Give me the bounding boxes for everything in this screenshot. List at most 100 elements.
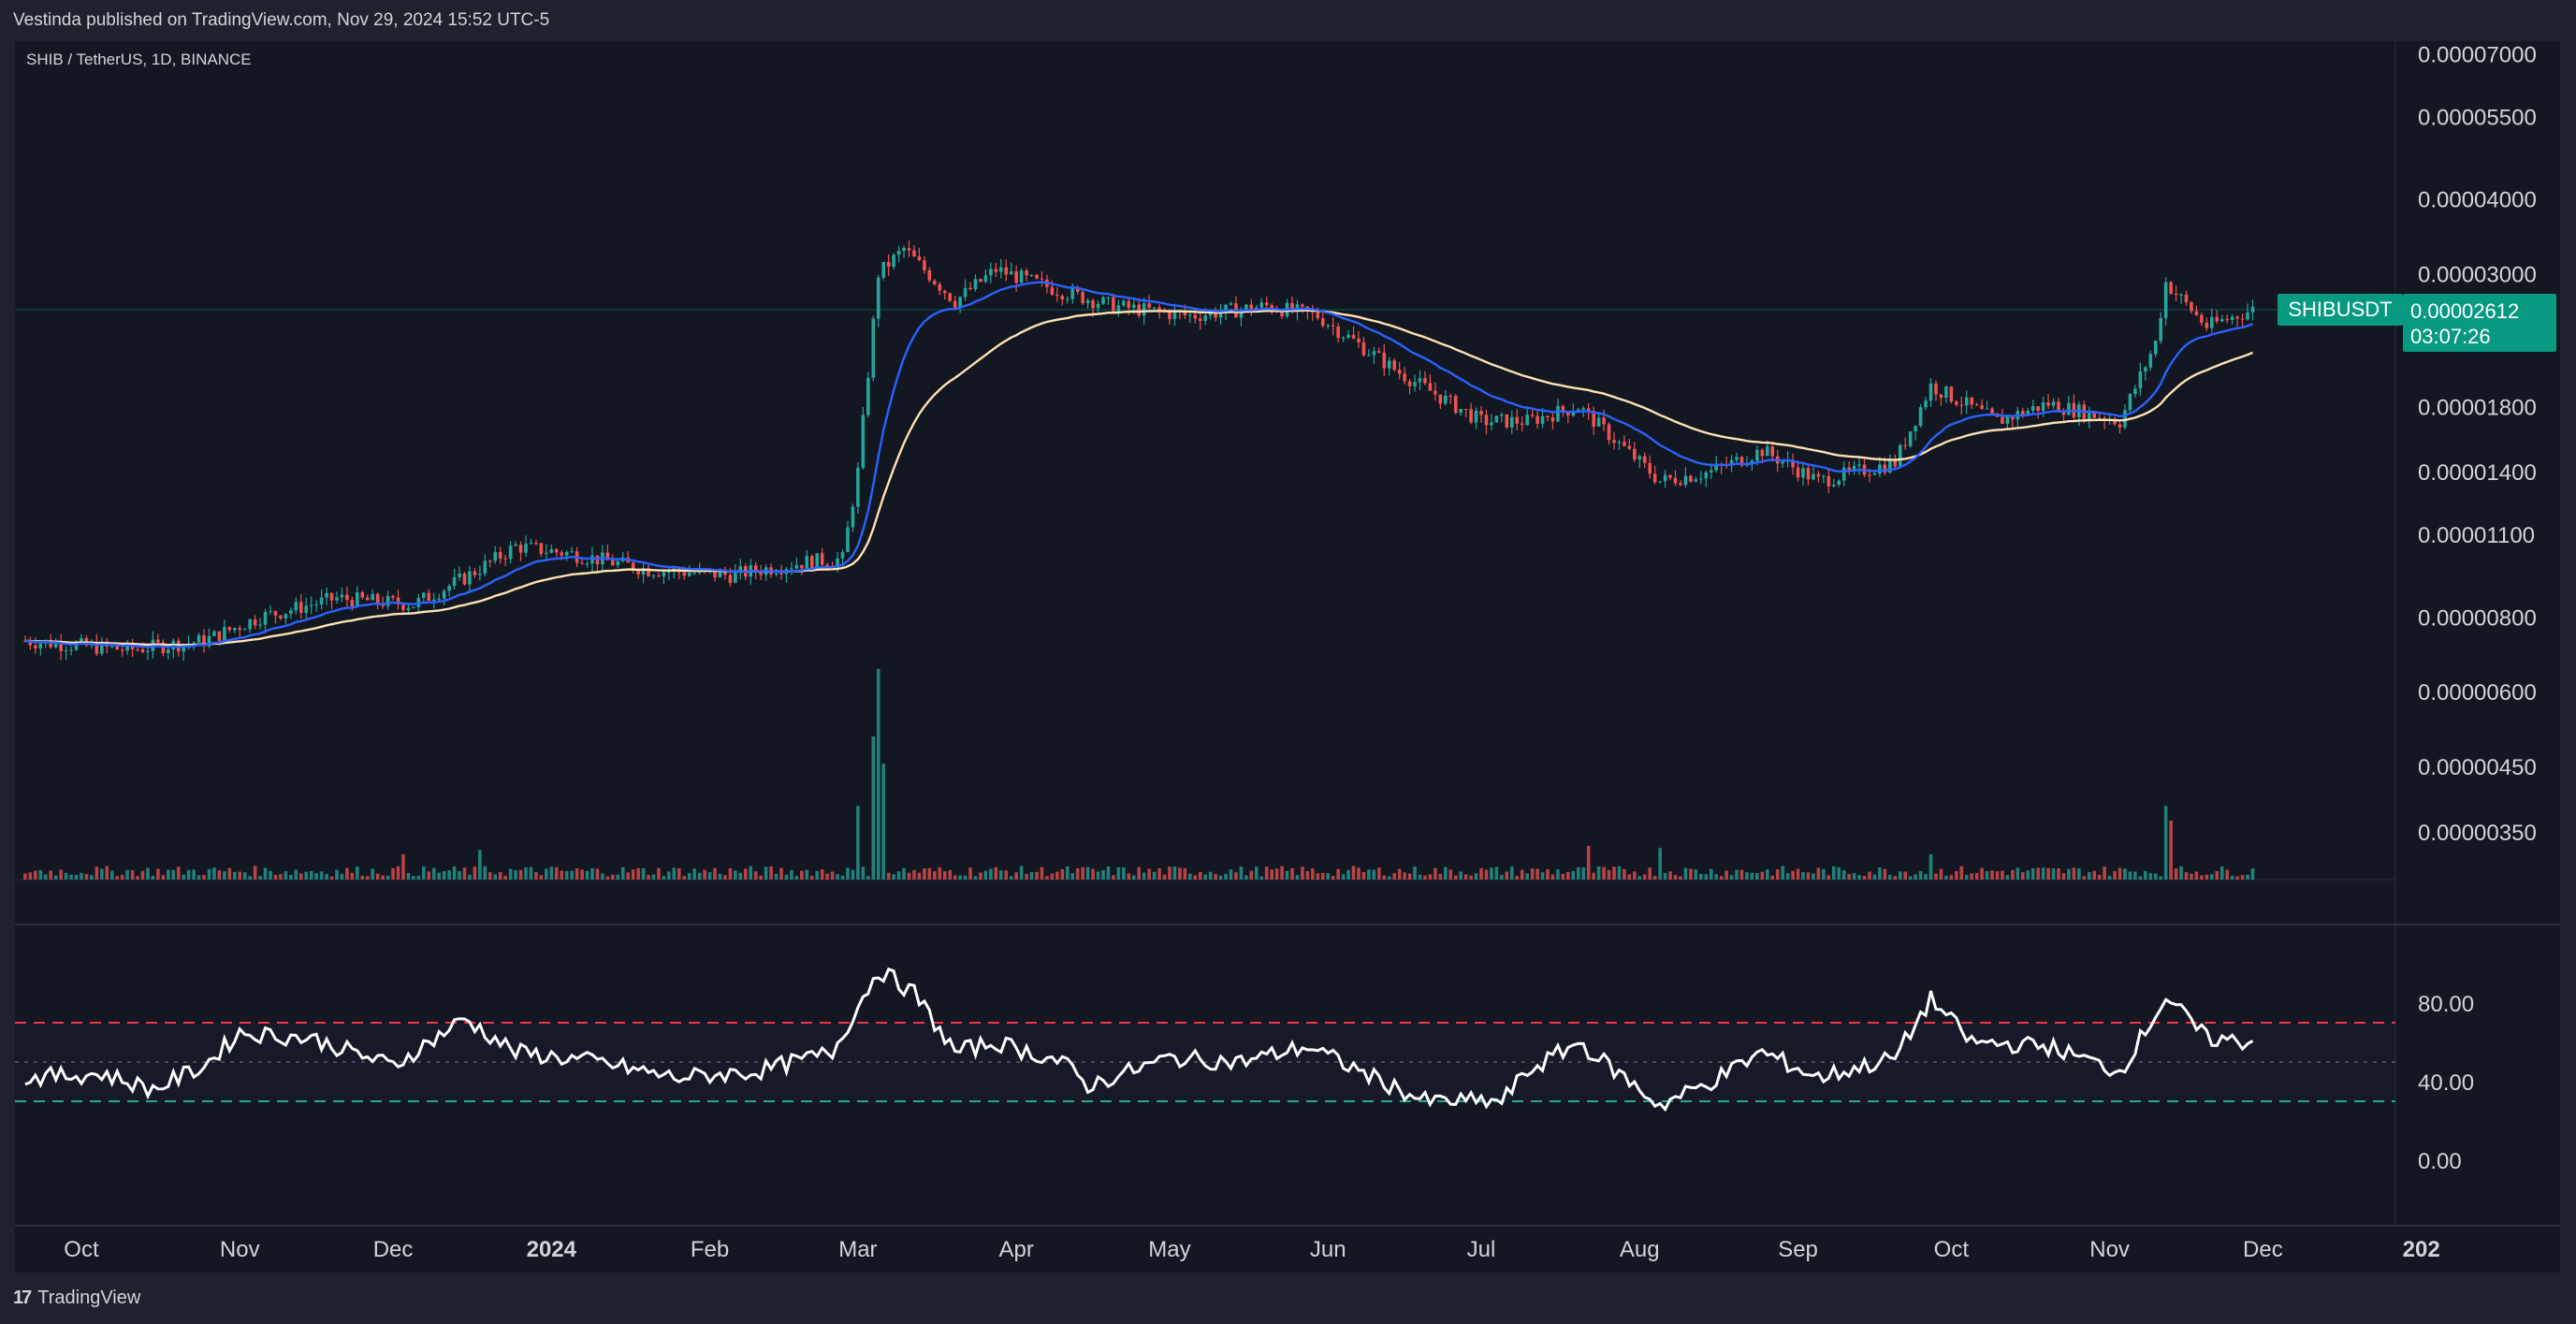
volume-bar <box>1172 866 1177 880</box>
volume-bar <box>1694 869 1698 880</box>
volume-bar <box>161 875 166 880</box>
candle-body <box>242 629 247 631</box>
volume-bar <box>743 868 748 880</box>
volume-bar <box>2057 867 2060 880</box>
candle-body <box>1065 298 1070 300</box>
volume-bar <box>2036 867 2040 880</box>
candle-body <box>1019 270 1024 284</box>
volume-bar <box>998 870 1003 880</box>
candle-body <box>186 643 191 645</box>
volume-bar <box>769 866 773 880</box>
volume-bar <box>2200 875 2204 880</box>
volume-bar <box>1377 867 1381 880</box>
candle-body <box>840 552 845 559</box>
volume-bar <box>1025 874 1028 880</box>
candle-body <box>1781 461 1784 464</box>
candle-body <box>1637 456 1642 460</box>
candle-body <box>1704 472 1709 479</box>
volume-bar <box>570 870 574 880</box>
candle-body <box>1663 474 1667 482</box>
volume-bar <box>309 870 313 880</box>
last-price-label[interactable]: 0.00002612 03:07:26 <box>2403 294 2556 352</box>
volume-bar <box>1607 869 1611 880</box>
candle-body <box>2174 293 2178 295</box>
volume-bar <box>1019 866 1024 880</box>
volume-bar <box>360 875 365 880</box>
volume-bar <box>820 869 824 880</box>
time-tick-label: Jun <box>1310 1237 1346 1262</box>
candle-body <box>1009 271 1013 275</box>
candle-body <box>1060 296 1065 300</box>
volume-bar <box>350 872 355 880</box>
tradingview-logo[interactable]: 17 TradingView <box>13 1288 140 1309</box>
volume-bar <box>1872 874 1877 880</box>
candle-body <box>933 280 937 284</box>
candle-body <box>564 552 569 556</box>
candle-body <box>1193 314 1198 319</box>
volume-bar <box>493 874 498 880</box>
volume-bar <box>856 806 860 880</box>
candle-body <box>1244 304 1248 311</box>
volume-bar <box>1959 866 1964 880</box>
volume-bar <box>1259 876 1264 880</box>
candle-body <box>1122 300 1126 306</box>
candle-body <box>217 631 222 641</box>
candle-body <box>1341 337 1346 339</box>
volume-bar <box>1040 866 1044 880</box>
volume-bar <box>886 872 891 880</box>
volume-bar <box>912 869 916 880</box>
candle-body <box>1831 485 1836 487</box>
volume-bar <box>2001 870 2004 880</box>
volume-bar <box>2184 872 2189 880</box>
volume-bar <box>2097 874 2102 880</box>
volume-bar <box>1796 868 1800 880</box>
volume-bar <box>1878 867 1882 880</box>
candle-body <box>1837 480 1841 486</box>
volume-bar <box>391 867 395 880</box>
candle-body <box>279 615 283 619</box>
volume-bar <box>1101 869 1105 880</box>
candle-body <box>1448 395 1453 397</box>
volume-bar <box>1530 868 1535 880</box>
volume-bar <box>1633 871 1637 880</box>
candle-body <box>1127 300 1131 308</box>
candle-body <box>1990 408 1994 414</box>
candle-body <box>734 571 737 583</box>
candle-body <box>1883 464 1887 473</box>
plot-area[interactable] <box>15 41 2560 1273</box>
candle-body <box>1673 477 1678 484</box>
volume-bar <box>1438 874 1443 880</box>
candle-body <box>1974 404 1979 406</box>
candle-body <box>1387 360 1391 369</box>
volume-bar <box>1106 866 1111 880</box>
candle-body <box>2041 402 2045 412</box>
volume-bar <box>1444 866 1448 880</box>
candle-body <box>738 566 743 572</box>
volume-bar <box>1525 873 1529 880</box>
volume-bar <box>207 868 211 880</box>
candle-body <box>539 543 544 554</box>
candle-body <box>1029 274 1034 276</box>
ticker-badge[interactable]: SHIBUSDT <box>2278 294 2403 326</box>
volume-bar <box>682 876 687 880</box>
volume-bar <box>1714 874 1718 880</box>
candle-body <box>80 638 83 643</box>
volume-bar <box>1055 871 1059 880</box>
candle-body <box>886 261 891 268</box>
volume-bar <box>2118 867 2122 880</box>
volume-bar <box>1785 873 1790 880</box>
volume-bar <box>2148 873 2153 880</box>
candle-body <box>263 612 268 625</box>
volume-bar <box>1673 875 1678 880</box>
volume-bar <box>217 869 222 880</box>
candle-body <box>963 287 968 298</box>
candle-body <box>1750 460 1754 464</box>
volume-bar <box>23 873 27 880</box>
volume-bar <box>2123 868 2127 880</box>
candle-body <box>2030 406 2035 412</box>
candle-body <box>1290 302 1294 312</box>
volume-bar <box>2005 875 2010 880</box>
volume-bar <box>437 872 441 880</box>
volume-bar <box>2174 868 2178 880</box>
